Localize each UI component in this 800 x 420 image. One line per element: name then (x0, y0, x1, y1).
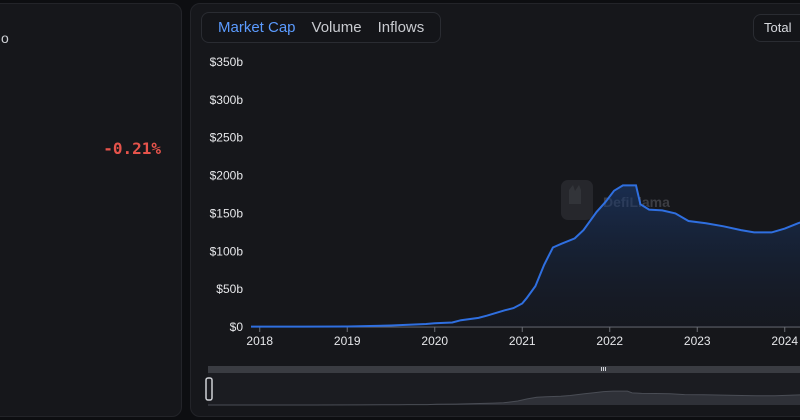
total-toggle-button[interactable]: Total (753, 14, 800, 42)
time-range-brush[interactable] (205, 366, 800, 406)
y-tick-label: $300b (210, 93, 244, 107)
brush-mini-line (208, 390, 800, 406)
stats-label-fragment: o (1, 30, 9, 46)
x-tick-label: 2021 (509, 334, 536, 348)
market-cap-area (251, 185, 800, 327)
y-tick-label: $100b (210, 244, 244, 258)
x-tick-label: 2018 (246, 334, 273, 348)
brush-mini-area (208, 391, 800, 405)
brush-top-bar[interactable] (208, 366, 800, 373)
y-tick-label: $0 (230, 320, 244, 334)
market-cap-line (251, 184, 800, 328)
y-tick-label: $150b (210, 206, 244, 220)
chart-panel: Market Cap Volume Inflows Total $0 $50b $1… (190, 3, 800, 417)
x-tick-label: 2024 (771, 334, 798, 348)
y-tick-label: $200b (210, 169, 244, 183)
x-tick-label: 2020 (421, 334, 448, 348)
tab-market-cap[interactable]: Market Cap (218, 19, 296, 36)
x-tick-label: 2019 (334, 334, 361, 348)
market-cap-chart: $0 $50b $100b $150b $200b $250b $300b $350b 201… (205, 55, 800, 406)
y-tick-label: $50b (216, 282, 243, 296)
y-tick-label: $350b (210, 55, 244, 69)
brush-grip-icon[interactable] (601, 367, 606, 371)
chart-metric-tabs: Market Cap Volume Inflows (201, 12, 442, 43)
tab-inflows[interactable]: Inflows (377, 19, 425, 36)
y-tick-label: $250b (210, 131, 244, 145)
x-tick-label: 2022 (596, 334, 623, 348)
tab-volume[interactable]: Volume (311, 19, 362, 36)
stats-panel: o -0.21% (0, 3, 182, 417)
market-cap-change-value: -0.21% (103, 139, 161, 158)
brush-left-handle[interactable] (205, 377, 213, 401)
x-tick-label: 2023 (684, 334, 711, 348)
